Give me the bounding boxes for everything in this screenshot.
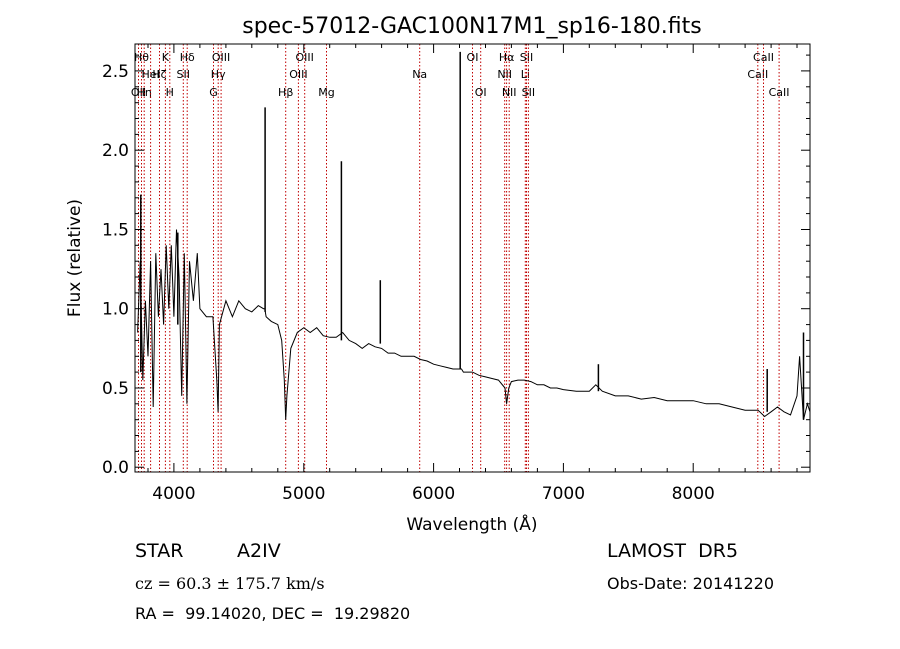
- line-label-3: HeI: [141, 68, 159, 81]
- line-label-5: K: [162, 51, 170, 64]
- line-label-6: H: [166, 86, 174, 99]
- line-label-8: Hδ: [180, 51, 195, 64]
- x-tick-label-1: 5000: [282, 484, 325, 504]
- line-label-23: SII: [520, 51, 533, 64]
- line-label-20: Hα: [499, 51, 515, 64]
- obs-date: Obs-Date: 20141220: [607, 574, 775, 593]
- line-label-19: NII: [497, 68, 512, 81]
- spectrum-line: [137, 229, 811, 420]
- y-tick-label-2: 1.0: [102, 300, 129, 320]
- line-label-18: OI: [475, 86, 487, 99]
- survey-name: LAMOST DR5: [607, 540, 739, 562]
- line-label-11: OIII: [212, 51, 230, 64]
- object-class: STAR: [135, 540, 184, 562]
- line-markers: OIIHθHηHeIHζKHSIIHδGHγOIIIHβOIIIOIIIMgNa…: [131, 44, 790, 472]
- line-label-26: CaII: [753, 51, 774, 64]
- y-tick-label-4: 2.0: [102, 141, 129, 161]
- line-label-14: OIII: [296, 51, 314, 64]
- axes-layer: 4000 5000 6000 7000 8000 0.0 0.5 1.0 1.5 2.0 2.5: [102, 44, 810, 504]
- x-tick-label-0: 4000: [152, 484, 195, 504]
- line-label-22: Li: [521, 68, 530, 81]
- x-axis-label: Wavelength (Å): [406, 513, 537, 535]
- chart-title: spec-57012-GAC100N17M1_sp16-180.fits: [242, 14, 702, 39]
- line-label-7: SII: [177, 68, 190, 81]
- x-tick-label-4: 8000: [672, 484, 715, 504]
- line-label-17: OI: [467, 51, 479, 64]
- plot-frame: [134, 43, 811, 473]
- line-label-21: NII: [502, 86, 517, 99]
- y-tick-label-0: 0.0: [102, 458, 129, 478]
- redshift-readout: cz = 60.3 ± 175.7 km/s: [135, 574, 325, 593]
- x-tick-label-2: 6000: [412, 484, 455, 504]
- object-subclass: A2IV: [237, 540, 281, 562]
- line-label-13: OIII: [289, 68, 307, 81]
- y-tick-label-5: 2.5: [102, 62, 129, 82]
- line-label-12: Hβ: [278, 86, 293, 99]
- line-label-27: CaII: [769, 86, 790, 99]
- x-tick-label-3: 7000: [542, 484, 585, 504]
- line-label-4: Hζ: [152, 68, 166, 81]
- line-label-25: CaII: [747, 68, 768, 81]
- line-label-15: Mg: [318, 86, 334, 99]
- coordinates: RA = 99.14020, DEC = 19.29820: [135, 604, 411, 623]
- line-label-24: SII: [522, 86, 535, 99]
- y-axis-label: Flux (relative): [65, 199, 85, 317]
- line-label-9: G: [209, 86, 218, 99]
- line-label-10: Hγ: [211, 68, 226, 81]
- y-tick-label-1: 0.5: [102, 379, 129, 399]
- line-label-16: Na: [412, 68, 427, 81]
- y-tick-label-3: 1.5: [102, 221, 129, 241]
- line-label-1: Hθ: [134, 51, 149, 64]
- spectrum-layer: [137, 51, 811, 420]
- line-label-2: Hη: [137, 86, 152, 99]
